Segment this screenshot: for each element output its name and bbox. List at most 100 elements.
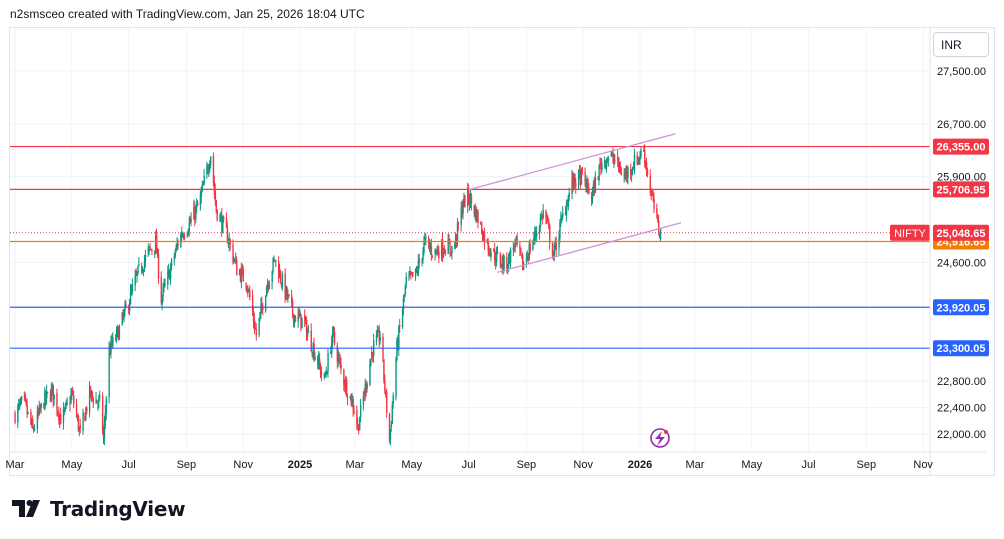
- currency-selector[interactable]: INR: [933, 32, 989, 57]
- candle-body: [463, 195, 465, 205]
- candle-body: [545, 210, 547, 218]
- candle-body: [487, 240, 489, 251]
- candle-body: [468, 188, 470, 200]
- candle-body: [248, 289, 250, 291]
- candle-body: [51, 384, 54, 390]
- candle-body: [346, 396, 349, 399]
- candle-body: [130, 289, 133, 292]
- candle-body: [507, 265, 509, 271]
- candle-body: [639, 157, 641, 159]
- candle-body: [216, 209, 218, 220]
- candle-body: [503, 255, 505, 269]
- candle-body: [476, 210, 478, 222]
- candle-body: [58, 411, 60, 420]
- candle-body: [196, 202, 199, 206]
- candle-body: [220, 216, 222, 218]
- candle-body: [255, 328, 258, 336]
- candle-body: [455, 236, 458, 242]
- candle-body: [90, 390, 93, 396]
- candle-body: [606, 158, 609, 161]
- time-tick-label: 2026: [628, 459, 652, 471]
- candle-body: [275, 259, 277, 261]
- price-tick-label: 25,900.00: [937, 172, 986, 184]
- candle-body: [499, 254, 502, 265]
- candle-body: [169, 267, 172, 279]
- candle-body: [490, 252, 492, 257]
- candle-body: [33, 428, 35, 430]
- candle-body: [391, 405, 394, 424]
- candle-body: [657, 214, 659, 221]
- candle-body: [493, 248, 495, 252]
- candle-body: [558, 236, 560, 249]
- candle-body: [454, 234, 457, 247]
- candle-body: [115, 328, 118, 339]
- candle-body: [527, 257, 530, 260]
- lightning-icon[interactable]: [650, 428, 670, 448]
- time-tick-label: Nov: [573, 459, 593, 471]
- candle-body: [44, 391, 46, 410]
- candle-body: [43, 403, 45, 409]
- candle-body: [539, 218, 542, 227]
- candle-body: [617, 156, 620, 168]
- candle-body: [349, 395, 352, 398]
- candle-body: [195, 207, 197, 220]
- candle-body: [150, 249, 152, 251]
- candle-body: [272, 258, 274, 272]
- candle-body: [593, 181, 596, 194]
- candle-body: [598, 164, 600, 182]
- candle-body: [572, 177, 574, 187]
- chart-frame[interactable]: [9, 27, 995, 476]
- candle-body: [364, 383, 367, 395]
- candle-body: [234, 259, 236, 262]
- candle-body: [271, 271, 273, 283]
- candle-body: [423, 242, 425, 253]
- price-axis[interactable]: 27,500.00 26,700.00 25,900.00 24,600.00 22,8…: [929, 28, 986, 476]
- candle-body: [228, 240, 231, 245]
- candle-body: [612, 154, 614, 161]
- price-level-label: 23,300.05: [937, 343, 986, 355]
- candle-body: [189, 220, 191, 223]
- candle-body: [353, 411, 355, 413]
- candle-body: [116, 327, 119, 331]
- candle-body: [161, 296, 163, 304]
- candle-body: [581, 167, 584, 173]
- candle-body: [300, 314, 302, 328]
- candle-body: [19, 402, 22, 404]
- candle-body: [253, 319, 256, 329]
- candle-body: [436, 249, 438, 254]
- candle-body: [619, 166, 622, 174]
- candle-body: [359, 420, 361, 431]
- candle-body: [83, 412, 85, 415]
- candle-body: [227, 242, 230, 244]
- candle-body: [480, 222, 482, 224]
- channel-line[interactable]: [468, 133, 676, 191]
- candle-body: [112, 337, 114, 346]
- candle-body: [580, 168, 583, 185]
- candle-body: [125, 304, 127, 307]
- candle-body: [430, 245, 433, 255]
- time-axis[interactable]: Mar May Jul Sep Nov 2025 Mar May Jul Sep Nov 2026 Ma…: [6, 451, 986, 471]
- candle-body: [468, 200, 471, 204]
- trend-channel[interactable]: [468, 133, 682, 273]
- horizontal-levels[interactable]: 26,355.0025,706.9524,916.6523,920.0523,3…: [10, 138, 989, 357]
- candle-body: [138, 264, 140, 266]
- candle-body: [422, 251, 424, 260]
- candle-body: [280, 283, 283, 286]
- candle-body: [225, 218, 228, 229]
- candle-body: [404, 285, 407, 294]
- candle-body: [221, 214, 223, 232]
- candle-body: [208, 169, 210, 171]
- candle-body: [180, 233, 182, 248]
- candle-body: [568, 192, 571, 197]
- candle-body: [199, 194, 202, 206]
- candle-body: [594, 177, 597, 193]
- candle-body: [597, 178, 599, 181]
- candle-body: [571, 177, 573, 195]
- channel-line[interactable]: [497, 222, 682, 273]
- candle-body: [57, 412, 59, 414]
- candle-body: [267, 284, 270, 288]
- candle-body: [441, 239, 444, 255]
- candle-body: [474, 208, 476, 216]
- candle-body: [277, 261, 280, 279]
